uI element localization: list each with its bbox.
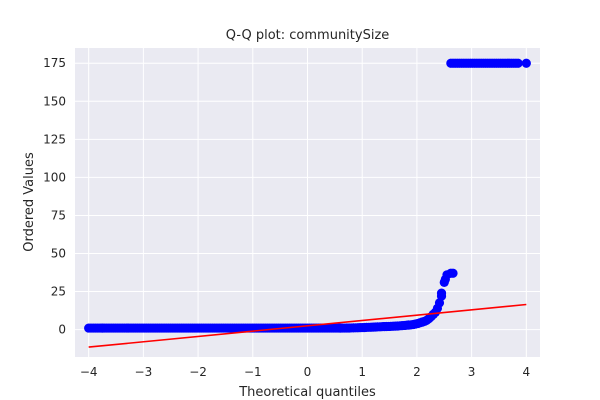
x-tick-label: −3	[135, 365, 153, 379]
data-point	[513, 58, 523, 68]
y-tick-label: 125	[43, 132, 66, 146]
y-tick-label: 0	[58, 323, 66, 337]
data-point	[521, 58, 531, 68]
y-tick-label: 25	[51, 285, 66, 299]
fit-line	[88, 303, 527, 348]
x-tick-label: −2	[189, 365, 207, 379]
data-point	[436, 288, 447, 298]
x-tick-label: 0	[304, 365, 312, 379]
y-tick-label: 75	[51, 208, 66, 222]
x-tick-label: 1	[358, 365, 366, 379]
x-tick-label: 3	[468, 365, 476, 379]
x-tick-label: −1	[244, 365, 262, 379]
x-tick-label: −4	[80, 365, 98, 379]
data-point	[448, 268, 458, 278]
chart-title: Q-Q plot: communitySize	[226, 28, 390, 43]
y-axis-ticks: 0 25 50 75 100 125 150 175	[43, 56, 66, 336]
y-tick-label: 150	[43, 94, 66, 108]
data-points	[84, 58, 531, 333]
y-tick-label: 100	[43, 170, 66, 184]
y-tick-label: 175	[43, 56, 66, 70]
reference-line	[88, 303, 527, 348]
x-axis-label: Theoretical quantiles	[238, 385, 376, 400]
y-tick-label: 50	[51, 246, 66, 260]
x-tick-label: 2	[413, 365, 421, 379]
x-tick-label: 4	[523, 365, 531, 379]
y-axis-label: Ordered Values	[22, 152, 37, 252]
x-axis-ticks: −4 −3 −2 −1 0 1 2 3 4	[80, 365, 530, 379]
